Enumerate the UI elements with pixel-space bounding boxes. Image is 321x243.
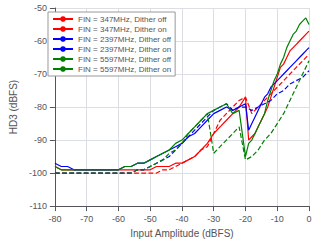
svg-text:-40: -40: [175, 214, 188, 224]
svg-text:FIN = 5597MHz, Dither on: FIN = 5597MHz, Dither on: [78, 65, 171, 74]
svg-text:FIN = 5597MHz, Dither off: FIN = 5597MHz, Dither off: [78, 55, 172, 64]
svg-text:-20: -20: [239, 214, 252, 224]
svg-text:FIN = 2397MHz, Dither on: FIN = 2397MHz, Dither on: [78, 45, 171, 54]
svg-text:FIN = 2397MHz, Dither off: FIN = 2397MHz, Dither off: [78, 35, 172, 44]
svg-text:-60: -60: [112, 214, 125, 224]
svg-text:-30: -30: [207, 214, 220, 224]
svg-text:Input Amplitude (dBFS): Input Amplitude (dBFS): [130, 228, 233, 239]
svg-text:HD3 (dBFS): HD3 (dBFS): [8, 80, 19, 134]
svg-text:-50: -50: [34, 3, 47, 13]
svg-text:-70: -70: [34, 69, 47, 79]
svg-text:0: 0: [306, 214, 311, 224]
svg-text:-10: -10: [271, 214, 284, 224]
svg-text:-110: -110: [30, 201, 47, 211]
svg-text:-60: -60: [34, 36, 47, 46]
svg-text:-90: -90: [34, 135, 47, 145]
svg-text:-80: -80: [48, 214, 61, 224]
svg-text:-100: -100: [29, 168, 47, 178]
svg-text:FIN = 347MHz, Dither off: FIN = 347MHz, Dither off: [78, 15, 167, 24]
svg-text:-80: -80: [34, 102, 47, 112]
svg-text:-70: -70: [80, 214, 93, 224]
svg-text:FIN = 347MHz, Dither on: FIN = 347MHz, Dither on: [78, 25, 167, 34]
svg-text:-50: -50: [144, 214, 157, 224]
